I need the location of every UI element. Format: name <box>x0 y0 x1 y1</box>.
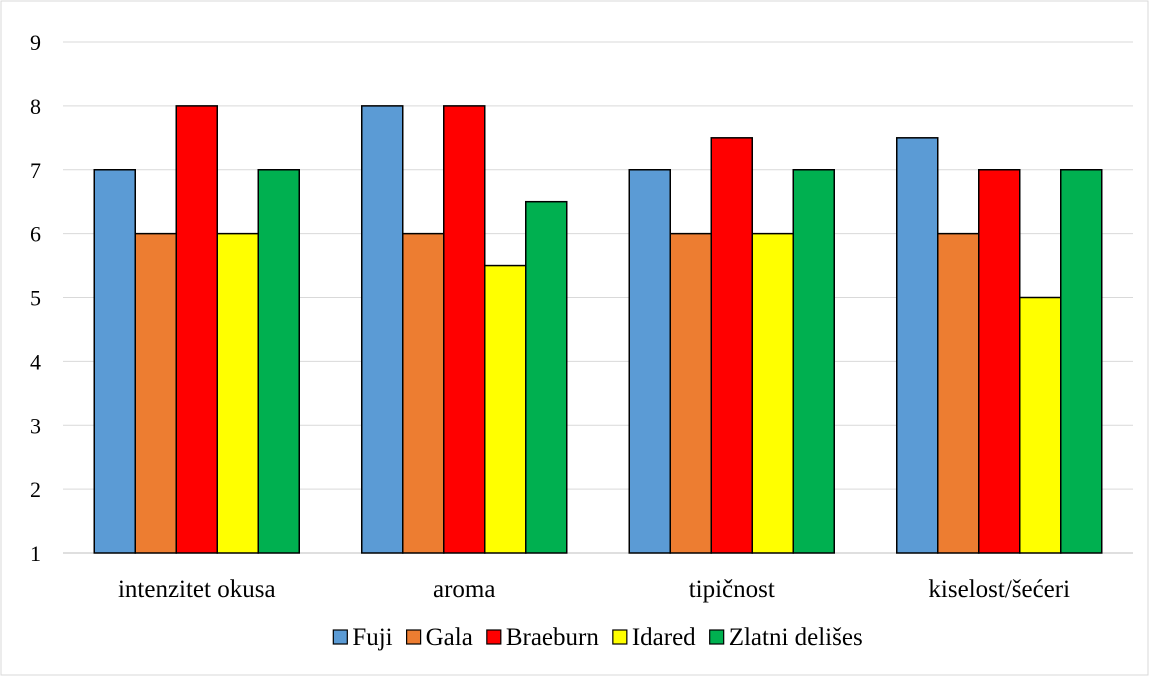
bar <box>216 232 259 554</box>
y-tick-label: 9 <box>30 30 41 55</box>
legend-swatch <box>709 629 725 645</box>
x-category-label: intenzitet okusa <box>118 576 276 603</box>
y-tick-label: 2 <box>30 477 41 502</box>
legend-item: Braeburn <box>486 624 600 651</box>
bar <box>710 137 753 554</box>
legend-label: Zlatni delišes <box>729 624 863 651</box>
legend-item: Gala <box>406 624 473 651</box>
bars <box>93 105 1103 554</box>
x-category-label: tipičnost <box>689 576 775 603</box>
x-category-label: aroma <box>433 576 495 603</box>
y-tick-label: 3 <box>30 413 41 438</box>
y-tick-label: 4 <box>30 349 41 374</box>
bar <box>937 232 980 554</box>
legend-item: Idared <box>612 624 696 651</box>
bar <box>669 232 712 554</box>
legend-swatch <box>612 629 628 645</box>
bar <box>1060 169 1103 554</box>
bar <box>134 232 177 554</box>
x-category-label: kiselost/šećeri <box>928 576 1070 603</box>
legend-label: Fuji <box>352 624 392 651</box>
legend-label: Idared <box>632 624 696 651</box>
bar <box>257 169 300 554</box>
legend-label: Braeburn <box>506 624 600 651</box>
bar <box>1019 296 1062 554</box>
legend-swatch <box>406 629 422 645</box>
y-axis-tick-labels: 1 2 3 4 5 6 7 8 9 <box>30 30 41 566</box>
legend-label: Gala <box>426 624 473 651</box>
y-tick-label: 5 <box>30 286 41 311</box>
bar <box>978 169 1021 554</box>
legend: Fuji Gala Braeburn Idared Zlatni delišes <box>332 624 863 651</box>
bar <box>402 232 445 554</box>
legend-item: Fuji <box>332 624 393 651</box>
bar <box>525 200 568 554</box>
bar <box>443 105 486 554</box>
bar <box>792 169 835 554</box>
x-axis-category-labels: intenzitet okusa aroma tipičnost kiselost/š… <box>118 576 1070 603</box>
legend-swatch <box>486 629 502 645</box>
bar <box>751 232 794 554</box>
bar <box>175 105 218 554</box>
legend-swatch <box>332 629 348 645</box>
bar <box>628 169 671 554</box>
legend-item: Zlatni delišes <box>709 624 863 651</box>
bar <box>896 137 939 554</box>
bar <box>93 169 136 554</box>
bar <box>361 105 404 554</box>
bar <box>484 264 527 554</box>
y-tick-label: 7 <box>30 158 41 183</box>
y-tick-label: 1 <box>30 541 41 566</box>
y-tick-label: 8 <box>30 94 41 119</box>
y-tick-label: 6 <box>30 222 41 247</box>
